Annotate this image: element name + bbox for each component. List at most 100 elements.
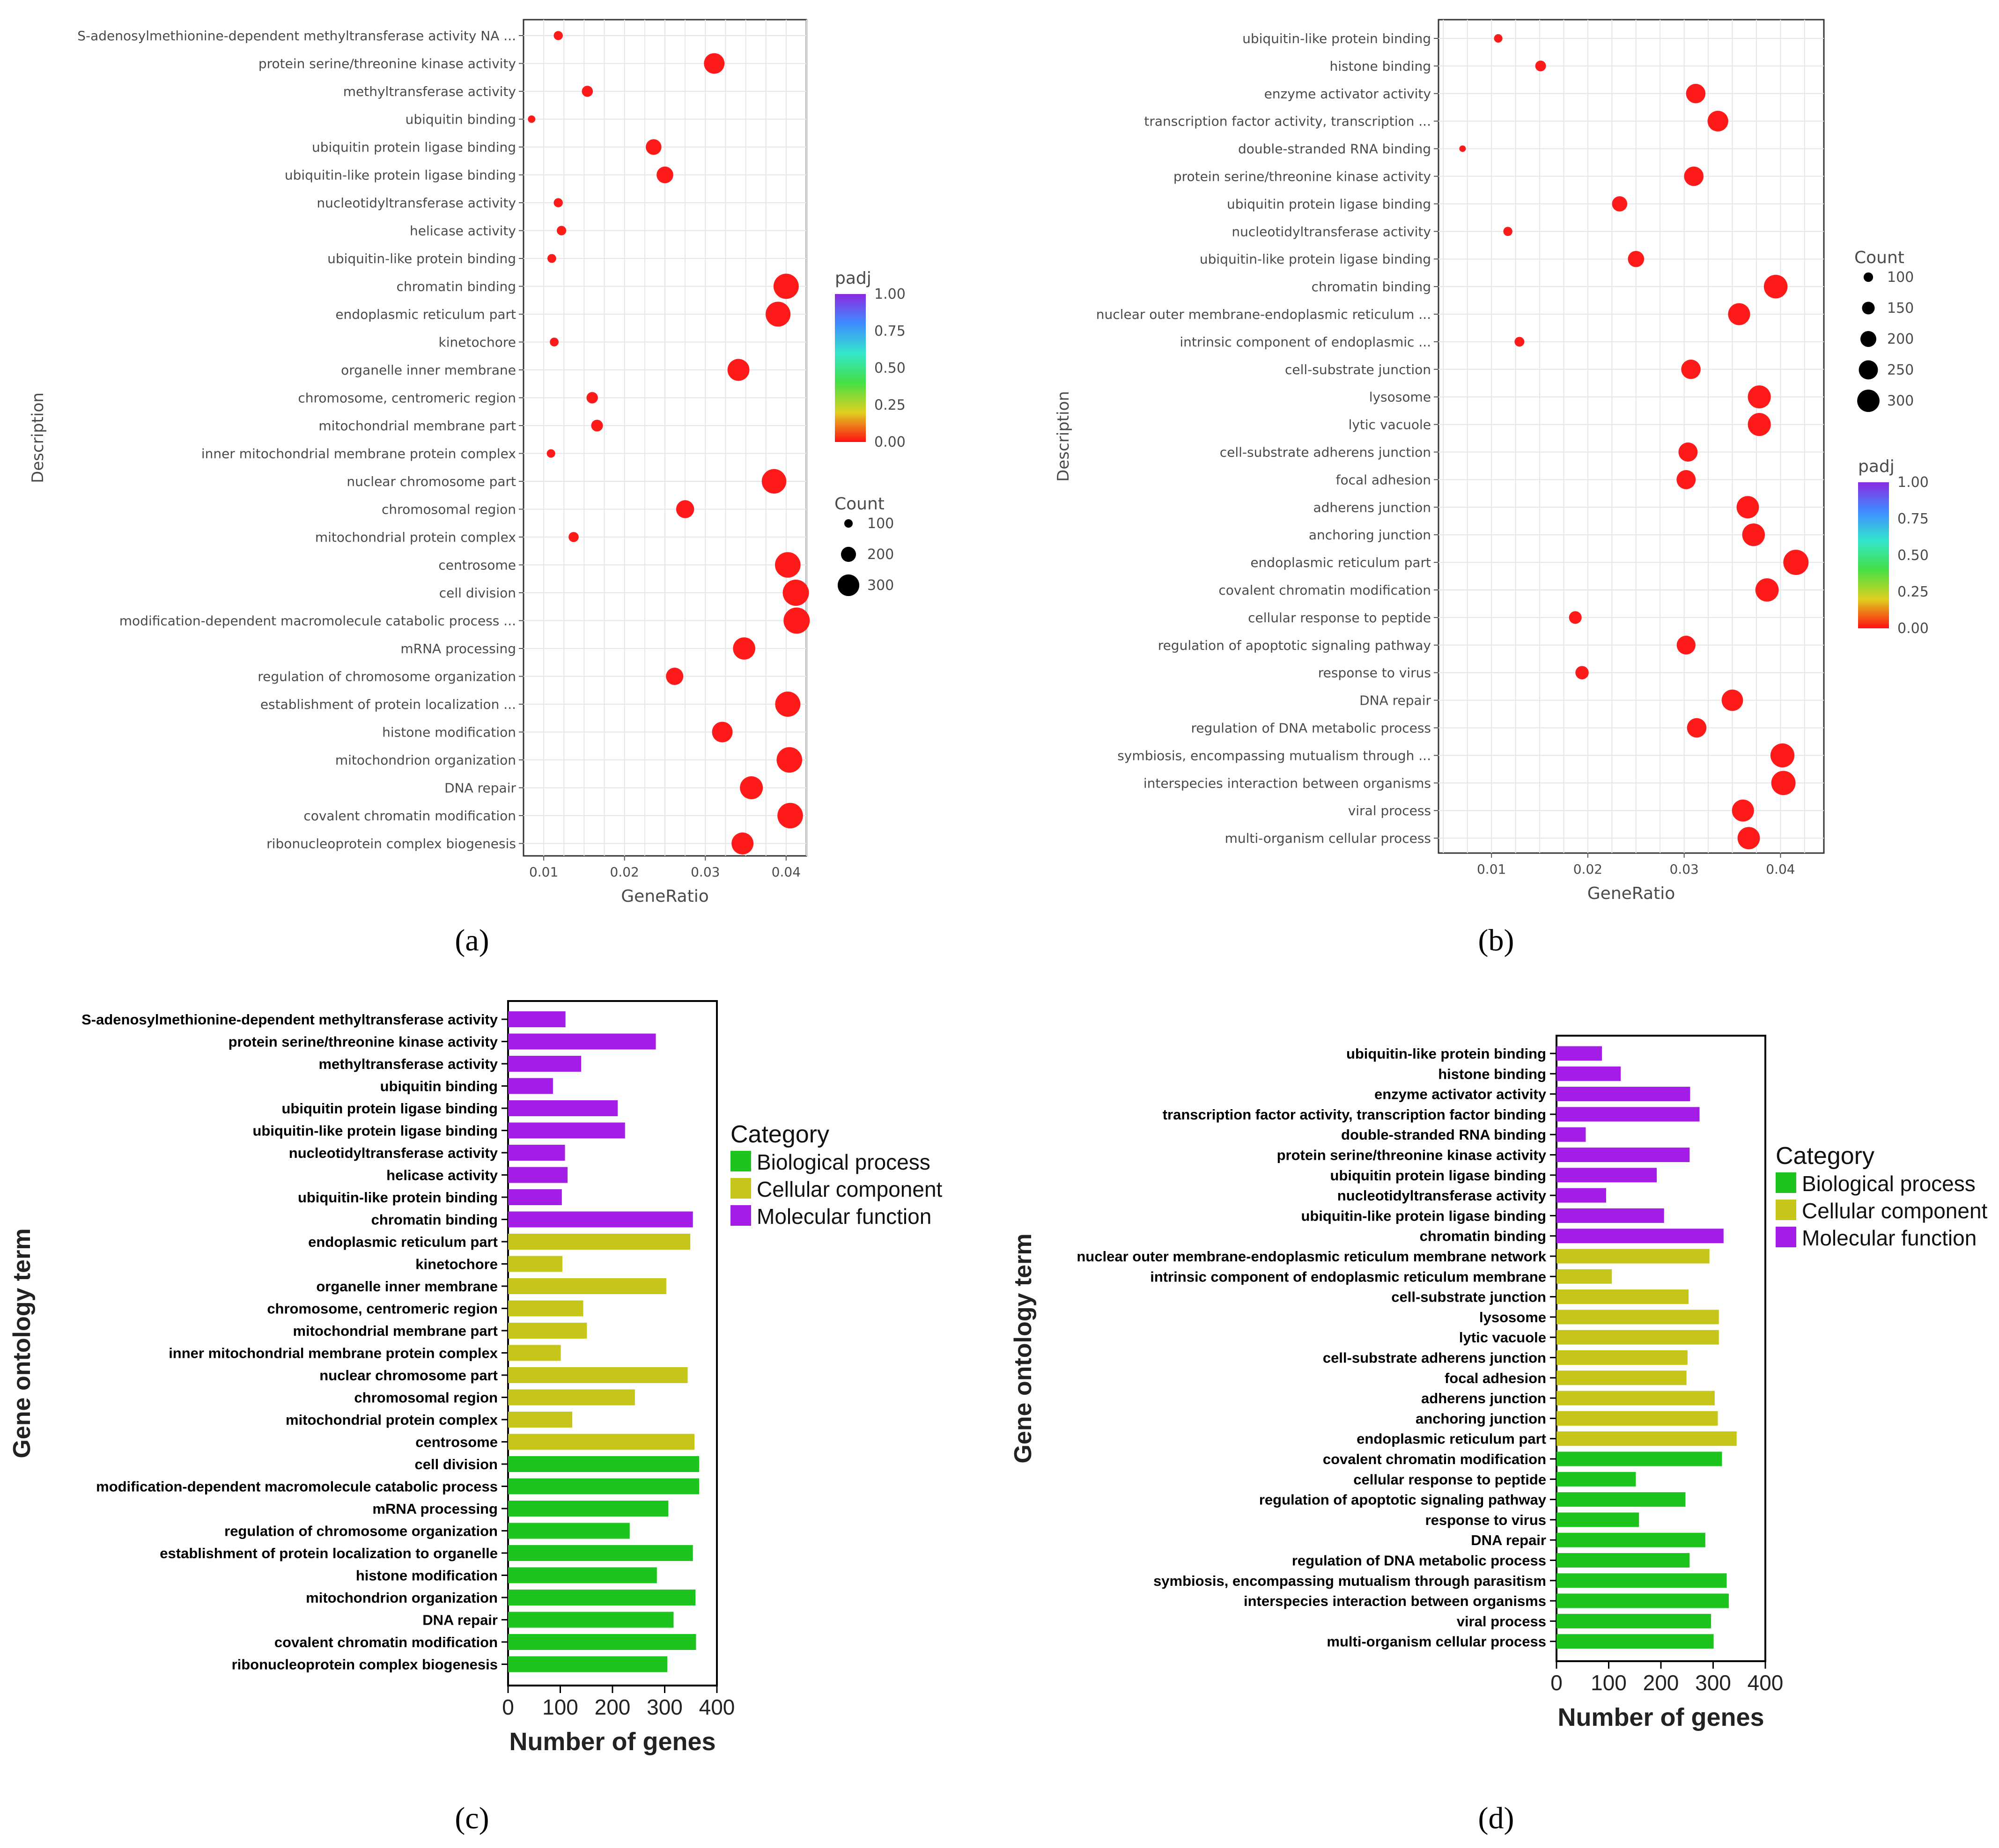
category-label: lytic vacuole [1459, 1329, 1546, 1346]
category-label: chromosome, centromeric region [267, 1301, 498, 1317]
category-label: endoplasmic reticulum part [308, 1234, 498, 1250]
legend-title: Category [1776, 1142, 1874, 1170]
term-label: chromatin binding [397, 279, 516, 295]
count-legend-dot [844, 519, 853, 528]
data-point [1569, 611, 1582, 624]
padj-tick-label: 1.00 [874, 286, 906, 302]
data-point [553, 31, 563, 40]
term-label: nucleotidyltransferase activity [1232, 224, 1431, 239]
term-label: lytic vacuole [1349, 417, 1431, 433]
x-tick-label: 0.04 [1766, 861, 1795, 877]
x-tick-label: 0 [1550, 1671, 1563, 1695]
x-axis-title: Number of genes [509, 1728, 716, 1756]
term-label: protein serine/threonine kinase activity [1173, 169, 1431, 184]
data-point [557, 226, 567, 236]
term-label: transcription factor activity, transcrip… [1144, 114, 1431, 129]
bar [1556, 1168, 1657, 1183]
term-label: mitochondrion organization [335, 752, 516, 768]
term-label: ubiquitin-like protein ligase binding [285, 168, 516, 183]
category-label: response to virus [1425, 1512, 1546, 1528]
category-label: ubiquitin protein ligase binding [281, 1100, 498, 1117]
count-legend-label: 300 [867, 577, 894, 594]
category-label: nucleotidyltransferase activity [289, 1145, 498, 1161]
caption-b: (b) [1478, 923, 1514, 957]
x-tick-label: 0.01 [529, 864, 558, 880]
data-point [761, 469, 787, 494]
y-axis-title: Description [29, 392, 47, 483]
category-label: protein serine/threonine kinase activity [1277, 1147, 1547, 1163]
legend-swatch [1776, 1227, 1796, 1247]
term-label: enzyme activator activity [1264, 86, 1431, 102]
data-point [1628, 250, 1645, 267]
term-label: histone binding [1330, 59, 1431, 74]
data-point [1748, 413, 1771, 436]
data-point [1686, 84, 1706, 103]
bar [1556, 1289, 1689, 1304]
padj-colorbar [835, 294, 866, 442]
count-legend-dot [1857, 390, 1880, 412]
data-point [731, 832, 754, 854]
category-label: histone modification [356, 1568, 498, 1584]
caption-d: (d) [1478, 1801, 1514, 1835]
term-label: modification-dependent macromolecule cat… [119, 613, 516, 629]
data-point [1676, 470, 1696, 489]
bar [1556, 1411, 1718, 1426]
term-label: focal adhesion [1336, 472, 1431, 487]
padj-tick-label: 0.75 [874, 323, 906, 339]
data-point [1736, 496, 1759, 519]
bar [1556, 1350, 1688, 1365]
data-point [568, 532, 579, 542]
count-legend-dot [1862, 302, 1875, 315]
padj-tick-label: 0.25 [1897, 584, 1929, 600]
count-legend-label: 150 [1887, 300, 1914, 317]
bar [508, 1501, 669, 1517]
data-point [733, 637, 755, 660]
x-tick-label: 300 [1695, 1671, 1731, 1695]
x-tick-label: 0.03 [691, 864, 720, 880]
term-label: double-stranded RNA binding [1238, 141, 1431, 157]
bar [1556, 1208, 1664, 1223]
category-label: DNA repair [1471, 1532, 1546, 1548]
category-label: lysosome [1479, 1309, 1546, 1325]
data-point [676, 500, 694, 518]
category-label: covalent chromatin modification [1323, 1451, 1546, 1467]
term-label: chromatin binding [1312, 279, 1431, 295]
category-label: S-adenosylmethionine-dependent methyltra… [81, 1011, 498, 1028]
x-tick-label: 0.02 [1573, 861, 1602, 877]
term-label: cellular response to peptide [1248, 610, 1431, 626]
data-point [1707, 110, 1728, 132]
padj-legend-title: padj [835, 269, 871, 288]
term-label: anchoring junction [1309, 527, 1431, 543]
data-point [1721, 689, 1743, 711]
term-label: cell-substrate adherens junction [1220, 445, 1431, 460]
legend-label: Cellular component [1802, 1199, 1988, 1223]
bar [1556, 1613, 1711, 1628]
category-label: cell-substrate adherens junction [1323, 1350, 1546, 1366]
term-label: S-adenosylmethionine-dependent methyltra… [77, 28, 516, 44]
bar [1556, 1087, 1690, 1102]
bar [1556, 1512, 1639, 1527]
count-legend-label: 100 [867, 515, 894, 532]
term-label: ribonucleoprotein complex biogenesis [266, 836, 516, 852]
padj-tick-label: 0.50 [874, 360, 906, 376]
padj-legend-title: padj [1858, 457, 1895, 476]
count-legend-label: 300 [1887, 393, 1914, 409]
x-tick-label: 0.03 [1669, 861, 1698, 877]
bar [508, 1478, 700, 1495]
category-label: mitochondrial membrane part [293, 1323, 498, 1339]
legend-label: Biological process [1802, 1171, 1976, 1196]
bar [508, 1211, 693, 1228]
data-point [586, 392, 598, 404]
bar [508, 1078, 553, 1094]
term-label: cell division [439, 585, 516, 601]
category-label: modification-dependent macromolecule cat… [96, 1479, 498, 1495]
data-point [1687, 718, 1707, 738]
data-point [553, 198, 563, 207]
legend-label: Cellular component [757, 1177, 943, 1201]
category-label: cellular response to peptide [1353, 1471, 1546, 1487]
term-label: ubiquitin-like protein binding [327, 251, 516, 266]
bar [1556, 1553, 1690, 1568]
data-point [1732, 799, 1754, 822]
bar [508, 1323, 587, 1339]
data-point [773, 273, 799, 299]
